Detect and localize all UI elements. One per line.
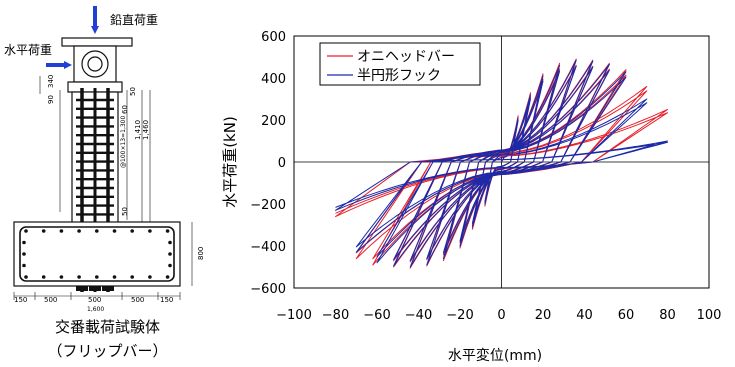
specimen-caption-line1: 交番載荷試験体: [54, 318, 160, 336]
footing-rebar-dot: [41, 275, 46, 279]
legend-label-series-1: 半円形フック: [357, 68, 441, 84]
dim-1410: 1,410: [134, 120, 142, 140]
dim-1600: 1,600: [87, 306, 104, 313]
dim-150b: 150: [160, 296, 173, 304]
footing-rebar-dots: [22, 229, 172, 279]
hysteresis-curves: [335, 58, 668, 269]
footing-rebar-dot: [22, 263, 26, 268]
footing-rebar-dot: [148, 229, 152, 233]
y-tick-label: −400: [250, 240, 286, 255]
x-tick-labels: −100 −80 −60 −40 −20 0 20 40 60 80 100: [276, 308, 721, 323]
dim-500b: 500: [88, 296, 101, 304]
footing-rebar-dot: [95, 275, 99, 279]
legend-box: [319, 42, 481, 86]
footing-rebar-dot: [22, 240, 26, 245]
anchor-head-right: [102, 286, 114, 291]
footing-rebar-dot: [77, 229, 81, 233]
footing-rebar-dot: [168, 252, 172, 256]
footing-rebar-cage: [19, 226, 175, 282]
footing-rebar-dot: [168, 240, 172, 245]
x-tick-label: −20: [446, 308, 473, 323]
series-line-1: [335, 59, 668, 268]
y-tick-label: −600: [250, 282, 286, 297]
top-plate: [61, 37, 133, 47]
dim-500c: 500: [131, 296, 144, 304]
footing-rebar-dot: [59, 275, 64, 279]
dim-150a: 150: [14, 296, 27, 304]
footing-rebar-dot: [41, 229, 46, 233]
stirrups: [76, 98, 114, 216]
footing-rebar-dot: [130, 275, 134, 279]
vertical-load-label: 鉛直荷重: [110, 13, 158, 27]
dim-60: 60: [121, 105, 129, 114]
y-tick-label: 200: [261, 114, 286, 129]
horizontal-load-label: 水平荷重: [4, 43, 52, 57]
footing-rebar-dot: [165, 229, 170, 233]
legend-label-series-0: オニヘッドバー: [357, 49, 455, 65]
footing-rebar-dot: [148, 275, 152, 279]
anchor-head-mid: [89, 286, 101, 291]
legend: オニヘッドバー 半円形フック: [319, 42, 481, 86]
y-tick-labels: −600 −400 −200 0 200 400 600: [250, 30, 286, 297]
dim-50b: 50: [121, 207, 129, 216]
footing-rebar-dot: [95, 229, 99, 233]
footing-rebar-dot: [59, 229, 64, 233]
y-tick-label: −200: [250, 198, 286, 213]
hysteresis-chart: −100 −80 −60 −40 −20 0 20 40 60 80 100 −600−400−20…: [221, 30, 721, 364]
footing-rebar-dot: [130, 229, 134, 233]
dim-50a: 50: [129, 87, 137, 96]
y-tick-label: 600: [261, 30, 286, 45]
y-tick-label: 400: [261, 72, 286, 87]
dim-90: 90: [47, 95, 55, 104]
x-tick-label: 0: [497, 308, 505, 323]
footing-rebar-dot: [24, 229, 28, 233]
x-tick-label: −80: [322, 308, 349, 323]
footing-rebar-dot: [112, 275, 117, 279]
x-tick-label: −40: [405, 308, 432, 323]
footing-rebar-dot: [112, 229, 117, 233]
anchor-head-left: [76, 286, 88, 291]
x-tick-label: −60: [363, 308, 390, 323]
x-tick-label: 20: [535, 308, 552, 323]
footing-rebar-dot: [165, 275, 170, 279]
footing-rebar-dot: [24, 275, 28, 279]
x-tick-label: 100: [697, 308, 722, 323]
specimen-caption-line2: （フリップバー）: [47, 342, 168, 360]
x-tick-label: 40: [576, 308, 593, 323]
dim-340: 340: [47, 75, 55, 88]
x-axis-label: 水平変位(mm): [448, 347, 542, 364]
dim-1460: 1,460: [142, 120, 150, 140]
footing-rebar-dot: [22, 252, 26, 256]
x-tick-label: −100: [276, 308, 312, 323]
specimen-drawing: 鉛直荷重 水平荷重 340 90 50 60 1,410 1,460 @100×…: [4, 6, 205, 313]
x-tick-label: 60: [618, 308, 635, 323]
dim-500a: 500: [44, 296, 57, 304]
y-tick-label: 0: [278, 156, 286, 171]
footing-rebar-dot: [168, 263, 172, 268]
y-axis-label: 水平荷重(kN): [221, 116, 239, 208]
dim-stirrup-spacing: @100×13=1,300: [120, 115, 127, 168]
footing-rebar-dot: [77, 275, 81, 279]
hinge-inner: [87, 56, 103, 72]
x-tick-label: 80: [659, 308, 676, 323]
dim-800: 800: [197, 247, 205, 260]
